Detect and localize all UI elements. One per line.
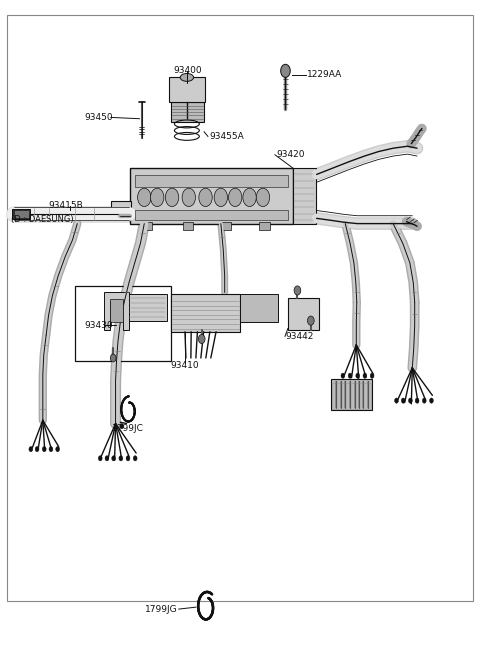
Circle shape	[198, 334, 205, 344]
Text: 93420: 93420	[276, 150, 304, 159]
Circle shape	[182, 188, 195, 206]
Bar	[111, 200, 131, 215]
Circle shape	[199, 188, 212, 206]
Bar	[259, 222, 270, 230]
Bar	[288, 298, 319, 330]
Circle shape	[35, 447, 39, 452]
Circle shape	[119, 456, 123, 461]
Circle shape	[151, 188, 164, 206]
Circle shape	[256, 188, 270, 206]
Circle shape	[56, 447, 60, 452]
Circle shape	[138, 188, 151, 206]
Text: 93400: 93400	[173, 66, 202, 76]
Circle shape	[98, 456, 102, 461]
Circle shape	[430, 398, 433, 403]
Circle shape	[42, 447, 46, 452]
Circle shape	[348, 373, 352, 378]
Circle shape	[395, 398, 398, 403]
Circle shape	[228, 188, 242, 206]
Bar	[13, 210, 29, 217]
Circle shape	[120, 424, 124, 429]
Bar	[110, 299, 123, 322]
Circle shape	[401, 398, 405, 403]
Circle shape	[281, 64, 290, 78]
Bar	[130, 168, 293, 223]
Circle shape	[408, 398, 412, 403]
Circle shape	[110, 354, 116, 362]
Bar	[12, 208, 30, 219]
Circle shape	[214, 188, 228, 206]
Circle shape	[422, 398, 426, 403]
Circle shape	[29, 447, 33, 452]
Bar	[332, 383, 371, 409]
Circle shape	[165, 188, 179, 206]
Text: 1799JG: 1799JG	[145, 604, 178, 614]
Bar	[240, 294, 278, 322]
Bar	[170, 102, 204, 122]
Text: 93430: 93430	[84, 321, 113, 330]
Polygon shape	[104, 292, 129, 330]
Bar	[142, 222, 153, 230]
Bar	[128, 294, 167, 321]
Circle shape	[341, 373, 345, 378]
Circle shape	[308, 316, 314, 325]
Bar	[182, 222, 193, 230]
Text: 93415B: 93415B	[48, 202, 84, 210]
Circle shape	[294, 286, 301, 295]
Circle shape	[363, 373, 367, 378]
Text: 93442: 93442	[286, 332, 314, 341]
Circle shape	[49, 447, 53, 452]
Bar	[293, 168, 316, 223]
Bar	[331, 379, 372, 411]
Ellipse shape	[180, 74, 193, 81]
Text: 1799JC: 1799JC	[111, 424, 144, 433]
Circle shape	[415, 398, 419, 403]
Text: (D : DAESUNG): (D : DAESUNG)	[11, 215, 74, 223]
Circle shape	[356, 373, 360, 378]
Circle shape	[105, 456, 109, 461]
Text: 1229AA: 1229AA	[307, 70, 342, 79]
Bar	[135, 210, 288, 219]
Bar	[7, 15, 473, 600]
Circle shape	[112, 456, 116, 461]
Bar	[221, 222, 231, 230]
Circle shape	[133, 456, 137, 461]
Circle shape	[243, 188, 256, 206]
Bar	[170, 294, 240, 332]
Circle shape	[126, 456, 130, 461]
Text: 93455A: 93455A	[209, 132, 244, 141]
Text: 93450: 93450	[84, 113, 113, 122]
Circle shape	[370, 373, 374, 378]
Bar	[75, 286, 170, 361]
Bar	[169, 78, 205, 102]
Bar	[135, 175, 288, 187]
Text: 93410: 93410	[171, 361, 199, 370]
